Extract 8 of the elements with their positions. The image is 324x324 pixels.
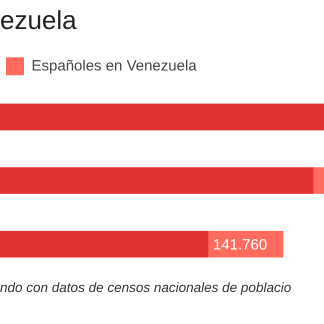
bar	[0, 230, 208, 258]
bar	[0, 104, 324, 130]
bar	[0, 167, 314, 194]
legend-label: Españoles en Venezuela	[32, 57, 198, 74]
text: ndo con datos de censos nacionales de poblacio	[0, 280, 292, 295]
data-label: 141.760	[212, 236, 268, 254]
bar	[312, 167, 324, 194]
chart-title: ezuela	[0, 4, 78, 35]
